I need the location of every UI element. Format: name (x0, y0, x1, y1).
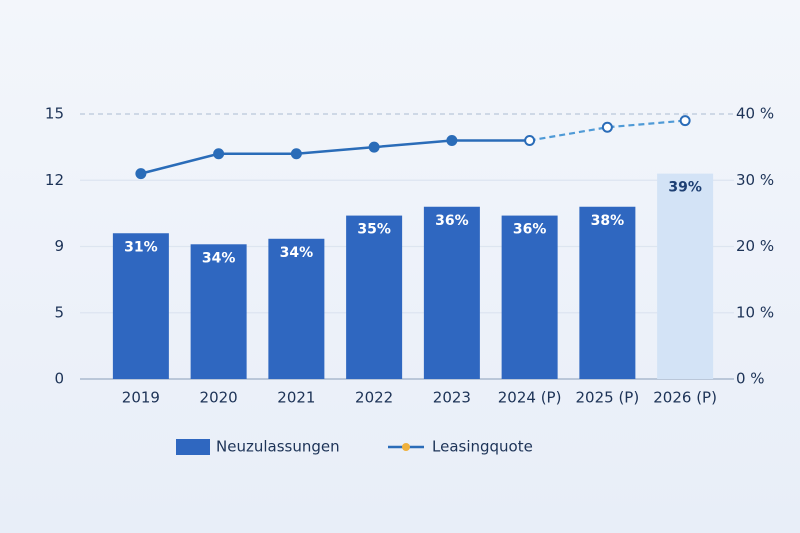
value-label: 36% (513, 222, 547, 238)
y-tick-label: 5 (54, 303, 64, 321)
series-line-projected (529, 119, 686, 142)
value-label: 38% (591, 213, 625, 229)
bar (501, 215, 558, 379)
x-tick-label: 2021 (277, 389, 315, 407)
value-label: 39% (668, 180, 702, 196)
value-label: 31% (124, 239, 158, 255)
line-point (601, 121, 613, 133)
x-tick-label: 2025 (P) (576, 389, 640, 407)
y2-tick-label: 40 % (736, 105, 774, 123)
legend-label: Leasingquote (432, 438, 533, 456)
x-tick-label: 2020 (200, 389, 238, 407)
value-label: 34% (280, 245, 314, 261)
line-point (290, 148, 302, 160)
x-tick-label: 2024 (P) (498, 389, 562, 407)
bar (579, 206, 636, 379)
series-line (140, 139, 530, 175)
bar (346, 215, 403, 379)
line-point (213, 148, 225, 160)
bar (190, 244, 247, 379)
line-point (679, 115, 691, 127)
y-tick-label: 12 (45, 171, 64, 189)
bar (268, 238, 325, 379)
line-point (524, 135, 536, 146)
legend-swatch (176, 439, 210, 455)
line-point (446, 135, 458, 146)
bar (657, 173, 714, 379)
y2-tick-label: 0 % (736, 370, 765, 388)
y2-tick-label: 20 % (736, 237, 774, 255)
x-tick-label: 2023 (433, 389, 471, 407)
y2-tick-label: 30 % (736, 171, 774, 189)
line-point (135, 168, 147, 180)
line-point (368, 141, 380, 153)
value-label: 35% (357, 222, 391, 238)
legend-marker (402, 443, 410, 451)
bar (112, 233, 169, 379)
y2-tick-label: 10 % (736, 303, 774, 321)
legend-label: Neuzulassungen (216, 438, 340, 456)
y-tick-label: 15 (45, 105, 64, 123)
x-tick-label: 2022 (355, 389, 393, 407)
value-label: 36% (435, 213, 469, 229)
x-tick-label: 2026 (P) (653, 389, 717, 407)
x-tick-label: 2019 (122, 389, 160, 407)
value-label: 34% (202, 250, 236, 266)
bar (423, 206, 480, 379)
y-tick-label: 0 (54, 370, 64, 388)
y-tick-label: 9 (54, 237, 64, 255)
